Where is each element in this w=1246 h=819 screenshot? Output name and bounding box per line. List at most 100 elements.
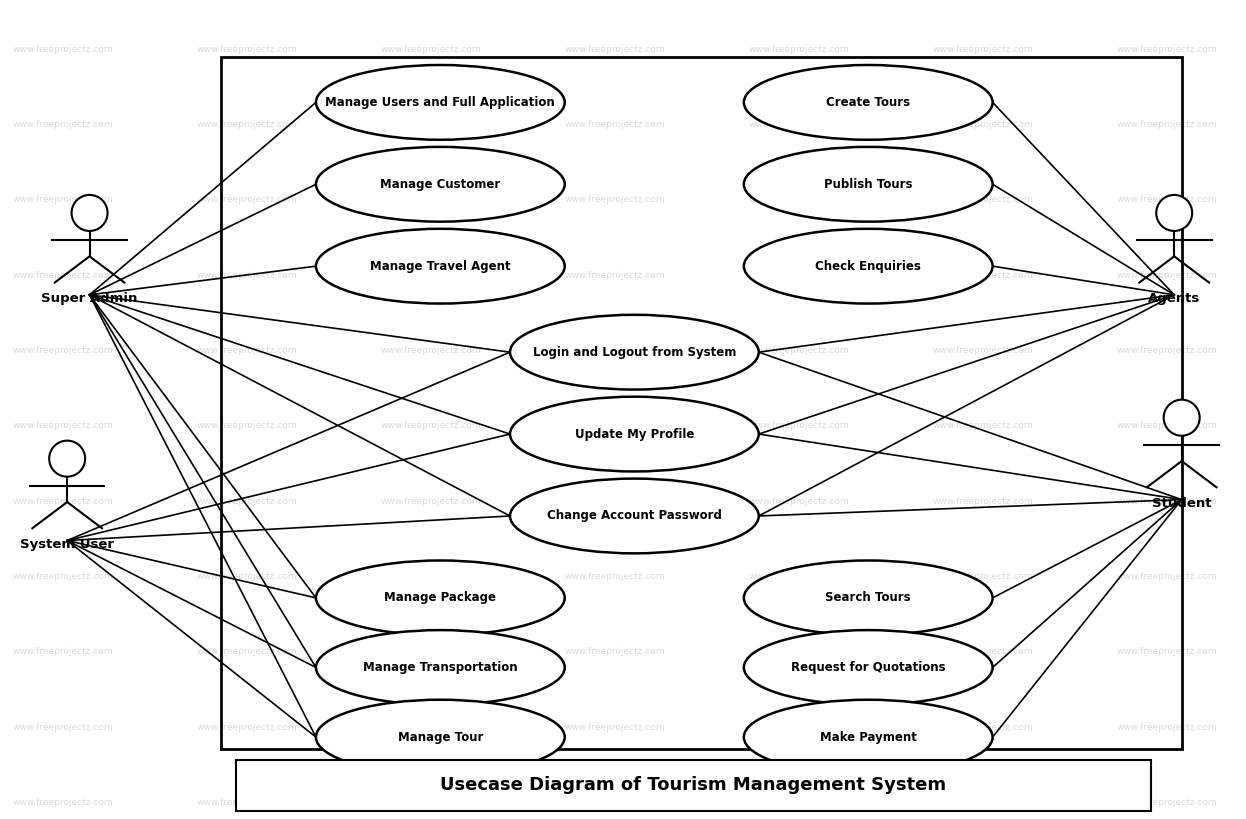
Text: Manage Customer: Manage Customer (380, 178, 501, 191)
Text: www.freeprojectz.com: www.freeprojectz.com (564, 45, 665, 53)
Ellipse shape (49, 441, 85, 477)
Text: www.freeprojectz.com: www.freeprojectz.com (933, 196, 1033, 204)
Text: www.freeprojectz.com: www.freeprojectz.com (12, 271, 113, 279)
Text: www.freeprojectz.com: www.freeprojectz.com (1116, 422, 1217, 430)
Text: www.freeprojectz.com: www.freeprojectz.com (1116, 45, 1217, 53)
Text: www.freeprojectz.com: www.freeprojectz.com (197, 196, 297, 204)
Text: www.freeprojectz.com: www.freeprojectz.com (1116, 120, 1217, 129)
Text: www.freeprojectz.com: www.freeprojectz.com (197, 346, 297, 355)
Text: www.freeprojectz.com: www.freeprojectz.com (749, 422, 850, 430)
Ellipse shape (316, 147, 564, 222)
Ellipse shape (510, 478, 759, 554)
Ellipse shape (316, 560, 564, 636)
Text: www.freeprojectz.com: www.freeprojectz.com (197, 723, 297, 731)
Text: www.freeprojectz.com: www.freeprojectz.com (933, 346, 1033, 355)
Text: www.freeprojectz.com: www.freeprojectz.com (1116, 346, 1217, 355)
Text: www.freeprojectz.com: www.freeprojectz.com (12, 422, 113, 430)
Ellipse shape (744, 630, 993, 705)
Text: www.freeprojectz.com: www.freeprojectz.com (564, 422, 665, 430)
Text: www.freeprojectz.com: www.freeprojectz.com (380, 422, 481, 430)
Text: www.freeprojectz.com: www.freeprojectz.com (12, 497, 113, 505)
Text: Search Tours: Search Tours (825, 591, 911, 604)
Text: Login and Logout from System: Login and Logout from System (533, 346, 736, 359)
Ellipse shape (744, 560, 993, 636)
Text: www.freeprojectz.com: www.freeprojectz.com (749, 271, 850, 279)
Text: www.freeprojectz.com: www.freeprojectz.com (380, 45, 481, 53)
Bar (237, 760, 1150, 811)
Text: www.freeprojectz.com: www.freeprojectz.com (380, 723, 481, 731)
Ellipse shape (316, 65, 564, 140)
Text: www.freeprojectz.com: www.freeprojectz.com (933, 120, 1033, 129)
Text: www.freeprojectz.com: www.freeprojectz.com (749, 196, 850, 204)
Text: System User: System User (20, 538, 115, 551)
Text: Manage Travel Agent: Manage Travel Agent (370, 260, 511, 273)
Text: www.freeprojectz.com: www.freeprojectz.com (564, 723, 665, 731)
Text: www.freeprojectz.com: www.freeprojectz.com (12, 120, 113, 129)
Text: www.freeprojectz.com: www.freeprojectz.com (933, 723, 1033, 731)
Text: Manage Users and Full Application: Manage Users and Full Application (325, 96, 556, 109)
Text: Request for Quotations: Request for Quotations (791, 661, 946, 674)
Ellipse shape (744, 229, 993, 304)
Text: www.freeprojectz.com: www.freeprojectz.com (933, 572, 1033, 581)
Text: www.freeprojectz.com: www.freeprojectz.com (933, 497, 1033, 505)
Text: www.freeprojectz.com: www.freeprojectz.com (933, 422, 1033, 430)
Text: www.freeprojectz.com: www.freeprojectz.com (749, 799, 850, 807)
Text: www.freeprojectz.com: www.freeprojectz.com (1116, 497, 1217, 505)
Text: www.freeprojectz.com: www.freeprojectz.com (749, 120, 850, 129)
Text: www.freeprojectz.com: www.freeprojectz.com (380, 497, 481, 505)
Text: www.freeprojectz.com: www.freeprojectz.com (197, 422, 297, 430)
Text: www.freeprojectz.com: www.freeprojectz.com (12, 572, 113, 581)
Text: Usecase Diagram of Tourism Management System: Usecase Diagram of Tourism Management Sy… (440, 776, 947, 794)
Text: www.freeprojectz.com: www.freeprojectz.com (933, 799, 1033, 807)
Text: www.freeprojectz.com: www.freeprojectz.com (12, 45, 113, 53)
Text: www.freeprojectz.com: www.freeprojectz.com (197, 497, 297, 505)
Text: www.freeprojectz.com: www.freeprojectz.com (1116, 799, 1217, 807)
Text: www.freeprojectz.com: www.freeprojectz.com (564, 271, 665, 279)
Text: www.freeprojectz.com: www.freeprojectz.com (12, 799, 113, 807)
Text: www.freeprojectz.com: www.freeprojectz.com (749, 346, 850, 355)
Text: www.freeprojectz.com: www.freeprojectz.com (564, 648, 665, 656)
Text: www.freeprojectz.com: www.freeprojectz.com (1116, 648, 1217, 656)
Ellipse shape (510, 396, 759, 472)
Text: Publish Tours: Publish Tours (824, 178, 912, 191)
Text: www.freeprojectz.com: www.freeprojectz.com (1116, 271, 1217, 279)
Text: www.freeprojectz.com: www.freeprojectz.com (380, 346, 481, 355)
Text: www.freeprojectz.com: www.freeprojectz.com (933, 271, 1033, 279)
Text: Manage Transportation: Manage Transportation (363, 661, 517, 674)
Text: www.freeprojectz.com: www.freeprojectz.com (380, 120, 481, 129)
Text: www.freeprojectz.com: www.freeprojectz.com (749, 572, 850, 581)
Bar (222, 57, 1181, 749)
Text: www.freeprojectz.com: www.freeprojectz.com (1116, 572, 1217, 581)
Ellipse shape (316, 229, 564, 304)
Text: Student: Student (1153, 497, 1211, 510)
Ellipse shape (744, 65, 993, 140)
Text: www.freeprojectz.com: www.freeprojectz.com (564, 346, 665, 355)
Text: www.freeprojectz.com: www.freeprojectz.com (12, 723, 113, 731)
Text: www.freeprojectz.com: www.freeprojectz.com (564, 497, 665, 505)
Text: www.freeprojectz.com: www.freeprojectz.com (749, 45, 850, 53)
Text: www.freeprojectz.com: www.freeprojectz.com (749, 497, 850, 505)
Text: www.freeprojectz.com: www.freeprojectz.com (197, 799, 297, 807)
Text: www.freeprojectz.com: www.freeprojectz.com (564, 799, 665, 807)
Text: www.freeprojectz.com: www.freeprojectz.com (197, 45, 297, 53)
Ellipse shape (744, 147, 993, 222)
Ellipse shape (510, 314, 759, 390)
Text: www.freeprojectz.com: www.freeprojectz.com (12, 648, 113, 656)
Text: www.freeprojectz.com: www.freeprojectz.com (1116, 723, 1217, 731)
Text: Update My Profile: Update My Profile (574, 428, 694, 441)
Text: www.freeprojectz.com: www.freeprojectz.com (12, 196, 113, 204)
Text: www.freeprojectz.com: www.freeprojectz.com (564, 120, 665, 129)
Text: Make Payment: Make Payment (820, 731, 917, 744)
Text: Check Enquiries: Check Enquiries (815, 260, 921, 273)
Text: Super Admin: Super Admin (41, 292, 138, 305)
Text: Manage Package: Manage Package (384, 591, 496, 604)
Text: www.freeprojectz.com: www.freeprojectz.com (749, 723, 850, 731)
Ellipse shape (1156, 195, 1192, 231)
Text: Agents: Agents (1148, 292, 1200, 305)
Text: Change Account Password: Change Account Password (547, 509, 721, 523)
Text: www.freeprojectz.com: www.freeprojectz.com (380, 648, 481, 656)
Text: www.freeprojectz.com: www.freeprojectz.com (12, 346, 113, 355)
Text: www.freeprojectz.com: www.freeprojectz.com (933, 648, 1033, 656)
Text: www.freeprojectz.com: www.freeprojectz.com (197, 120, 297, 129)
Text: www.freeprojectz.com: www.freeprojectz.com (197, 648, 297, 656)
